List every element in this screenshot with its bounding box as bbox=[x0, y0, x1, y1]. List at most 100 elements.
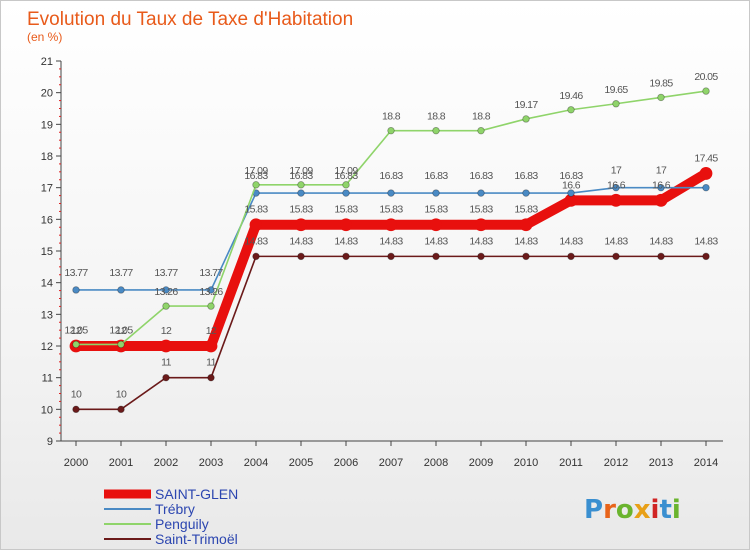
data-point bbox=[252, 181, 260, 189]
data-label: 12 bbox=[206, 325, 217, 337]
data-point bbox=[522, 252, 530, 261]
y-tick-label: 13 bbox=[41, 309, 53, 321]
legend-label: Penguily bbox=[155, 516, 209, 532]
data-point bbox=[384, 218, 398, 232]
data-point bbox=[657, 252, 665, 261]
data-point bbox=[432, 126, 440, 135]
data-label: 17 bbox=[611, 165, 622, 177]
data-point bbox=[297, 181, 305, 189]
data-label: 17.09 bbox=[289, 165, 313, 177]
x-tick-label: 2006 bbox=[334, 457, 358, 469]
x-tick-label: 2013 bbox=[649, 457, 673, 469]
data-point bbox=[162, 286, 170, 294]
chart-title: Evolution du Taux de Taxe d'Habitation bbox=[27, 9, 353, 30]
data-point bbox=[699, 167, 713, 180]
data-point bbox=[474, 218, 488, 232]
data-point bbox=[657, 183, 665, 192]
x-tick-label: 2000 bbox=[64, 457, 88, 469]
data-point bbox=[567, 106, 575, 114]
data-label: 15.83 bbox=[334, 204, 358, 216]
data-label: 14.83 bbox=[424, 235, 448, 247]
x-tick-label: 2011 bbox=[559, 457, 583, 469]
data-label: 16.6 bbox=[652, 179, 671, 191]
data-label: 13.77 bbox=[154, 267, 178, 279]
data-label: 20.05 bbox=[694, 71, 718, 83]
data-label: 14.83 bbox=[694, 235, 718, 247]
data-point bbox=[72, 340, 80, 349]
proxiti-letter: i bbox=[651, 495, 660, 525]
x-tick-label: 2014 bbox=[694, 457, 718, 469]
data-label: 16.83 bbox=[244, 170, 268, 182]
data-point bbox=[162, 373, 170, 382]
data-label: 16.83 bbox=[289, 170, 313, 182]
chart-subtitle: (en %) bbox=[27, 30, 62, 44]
data-label: 11 bbox=[206, 357, 216, 369]
y-tick-label: 15 bbox=[41, 246, 53, 258]
data-label: 15.83 bbox=[424, 204, 448, 216]
data-point bbox=[204, 339, 218, 353]
data-label: 12 bbox=[161, 325, 172, 337]
data-point bbox=[294, 218, 308, 232]
data-point bbox=[429, 218, 443, 232]
data-point bbox=[609, 193, 623, 207]
y-tick-label: 14 bbox=[41, 278, 53, 290]
data-point bbox=[477, 252, 485, 261]
data-point bbox=[297, 252, 305, 261]
series-group bbox=[69, 87, 713, 414]
data-point bbox=[657, 93, 665, 102]
data-label: 15.83 bbox=[244, 204, 268, 216]
proxiti-letter: i bbox=[672, 495, 681, 525]
data-label: 18.8 bbox=[472, 111, 491, 123]
legend-label: SAINT-GLEN bbox=[155, 486, 238, 502]
x-tick-label: 2010 bbox=[514, 457, 538, 469]
proxiti-letter: t bbox=[659, 495, 671, 525]
data-label: 14.83 bbox=[379, 235, 403, 247]
data-point bbox=[342, 181, 350, 189]
data-label: 12 bbox=[71, 325, 82, 337]
x-tick-label: 2002 bbox=[154, 457, 178, 469]
data-point bbox=[159, 339, 173, 353]
data-label: 17.09 bbox=[334, 165, 358, 177]
data-point bbox=[387, 126, 395, 135]
data-label: 13.26 bbox=[154, 286, 178, 298]
y-tick-label: 10 bbox=[41, 404, 53, 416]
data-label: 16.6 bbox=[607, 179, 626, 191]
data-label: 16.83 bbox=[379, 170, 403, 182]
data-point bbox=[654, 193, 668, 207]
data-label: 13.77 bbox=[109, 267, 133, 279]
data-point bbox=[522, 189, 530, 197]
proxiti-letter: P bbox=[584, 495, 603, 525]
proxiti-letter: r bbox=[603, 495, 616, 525]
x-tick-label: 2005 bbox=[289, 457, 313, 469]
data-point bbox=[432, 189, 440, 197]
x-tick-label: 2009 bbox=[469, 457, 493, 469]
data-point bbox=[612, 183, 620, 192]
data-label: 14.83 bbox=[289, 235, 313, 247]
data-label: 14.83 bbox=[649, 235, 673, 247]
data-label: 16.83 bbox=[559, 170, 583, 182]
data-point bbox=[162, 302, 170, 310]
data-point bbox=[432, 252, 440, 261]
data-label: 13.77 bbox=[199, 267, 223, 279]
data-label: 12.05 bbox=[64, 324, 88, 336]
data-point bbox=[702, 183, 710, 192]
data-label: 15.83 bbox=[514, 204, 538, 216]
data-point bbox=[207, 286, 215, 294]
data-label: 14.83 bbox=[469, 235, 493, 247]
x-tick-label: 2001 bbox=[109, 457, 133, 469]
data-label: 14.83 bbox=[244, 235, 268, 247]
proxiti-logo: Proxiti bbox=[584, 495, 681, 525]
x-tick-label: 2008 bbox=[424, 457, 448, 469]
y-tick-label: 19 bbox=[41, 119, 53, 131]
x-tick-label: 2004 bbox=[244, 457, 268, 469]
data-label: 16.83 bbox=[514, 170, 538, 182]
data-label: 13.77 bbox=[64, 267, 88, 279]
y-tick-label: 9 bbox=[47, 436, 53, 448]
data-point bbox=[117, 286, 125, 294]
y-tick-label: 18 bbox=[41, 151, 53, 163]
data-label-group: 12 12 12 12 15.83 15.83 15.83 15.83 15.83 15.83 15… bbox=[64, 71, 719, 400]
data-label: 17.09 bbox=[244, 165, 268, 177]
data-label: 10 bbox=[116, 388, 127, 400]
